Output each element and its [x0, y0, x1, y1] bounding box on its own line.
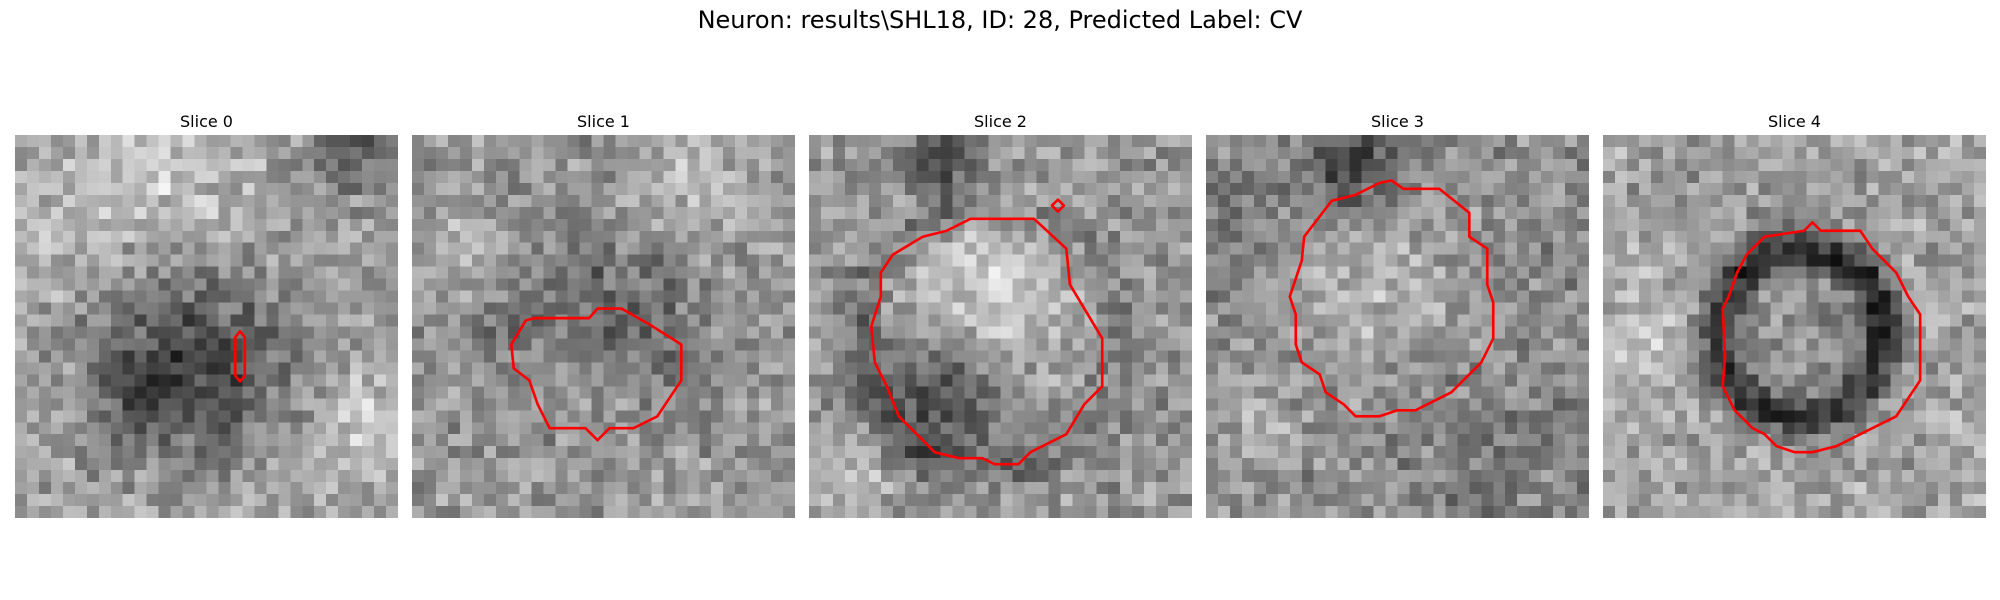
slice-image [15, 135, 398, 518]
slice-title: Slice 2 [809, 110, 1192, 134]
slice-image [1603, 135, 1986, 518]
slice-title: Slice 3 [1206, 110, 1589, 134]
slice-panel: Slice 2 [809, 110, 1192, 518]
slice-panel: Slice 1 [412, 110, 795, 518]
slice-image [809, 135, 1192, 518]
slice-title: Slice 1 [412, 110, 795, 134]
figure-title: Neuron: results\SHL18, ID: 28, Predicted… [0, 6, 2000, 34]
slice-image [1206, 135, 1589, 518]
slice-panel: Slice 0 [15, 110, 398, 518]
slice-image [412, 135, 795, 518]
slice-panel: Slice 4 [1603, 110, 1986, 518]
slice-title: Slice 4 [1603, 110, 1986, 134]
slice-title: Slice 0 [15, 110, 398, 134]
slice-panel: Slice 3 [1206, 110, 1589, 518]
